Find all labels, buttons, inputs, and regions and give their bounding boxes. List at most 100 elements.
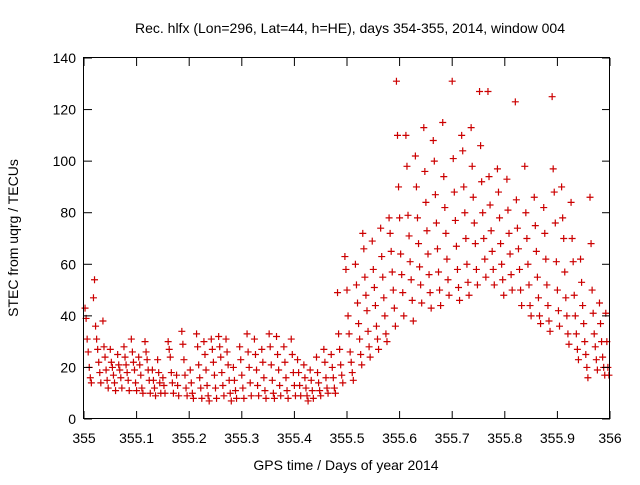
data-point (118, 384, 126, 392)
data-point (462, 235, 470, 242)
data-point (148, 366, 156, 374)
data-point (545, 317, 553, 325)
data-point (476, 88, 484, 96)
data-point (307, 376, 315, 384)
data-point (267, 361, 275, 369)
data-point (135, 353, 143, 361)
data-point (412, 183, 420, 191)
data-point (485, 173, 493, 181)
data-point (233, 394, 241, 402)
data-point (493, 165, 501, 173)
x-tick-label: 355.8 (487, 430, 522, 446)
data-point (578, 278, 586, 286)
data-point (592, 356, 600, 364)
data-point (200, 338, 208, 346)
data-point (109, 371, 117, 379)
data-point (479, 209, 487, 217)
data-point (288, 351, 296, 359)
data-point (331, 389, 339, 397)
y-axis: 0 20 40 60 80 100 120 140 (53, 50, 610, 427)
data-point (201, 351, 209, 359)
data-point (361, 273, 369, 281)
data-point (521, 162, 529, 170)
data-point (387, 247, 395, 255)
data-point (564, 330, 572, 338)
data-point (323, 384, 331, 392)
data-point (229, 363, 237, 371)
data-point (346, 348, 354, 356)
data-point (544, 302, 552, 310)
data-point (261, 387, 269, 395)
data-point (532, 247, 540, 255)
data-point (253, 366, 261, 374)
data-point (336, 345, 344, 353)
data-point (97, 379, 105, 387)
data-point (567, 198, 575, 206)
data-point (237, 356, 245, 364)
data-point (524, 260, 532, 268)
data-point (399, 289, 407, 297)
data-point (406, 258, 414, 266)
data-point (254, 381, 262, 389)
data-point (194, 343, 202, 351)
data-point (300, 361, 308, 369)
data-point (121, 353, 129, 361)
data-point (168, 379, 176, 387)
data-point (309, 394, 317, 402)
data-point (95, 358, 103, 366)
data-point (451, 216, 459, 224)
data-point (89, 294, 97, 302)
data-point (427, 304, 435, 312)
data-point (180, 356, 188, 364)
data-point (568, 235, 576, 242)
data-point (570, 291, 578, 299)
data-point (304, 397, 312, 405)
y-axis-label: STEC from uqrg / TECUs (5, 159, 21, 317)
data-point (198, 394, 206, 402)
data-point (108, 363, 116, 371)
data-point (314, 369, 322, 377)
data-point (588, 286, 596, 294)
data-point (405, 232, 413, 240)
data-point (324, 389, 332, 397)
data-point (489, 265, 497, 273)
data-point (152, 392, 160, 400)
data-point (468, 162, 476, 170)
data-point (383, 338, 391, 346)
data-point (591, 343, 599, 351)
data-point (577, 255, 585, 263)
data-point (338, 371, 346, 379)
data-point (381, 312, 389, 320)
data-point (404, 211, 412, 219)
data-point (136, 361, 144, 369)
data-point (569, 258, 577, 266)
data-point (137, 371, 145, 379)
data-point (183, 392, 191, 400)
data-point (344, 312, 352, 320)
data-point (565, 340, 573, 348)
data-point (584, 374, 592, 382)
data-point (212, 384, 219, 392)
data-point (149, 376, 157, 384)
data-point (537, 320, 545, 328)
data-point (220, 392, 228, 400)
data-point (150, 384, 158, 392)
data-point (531, 222, 539, 230)
data-point (541, 229, 549, 237)
data-point (84, 348, 92, 356)
data-point (540, 204, 548, 212)
data-point (471, 240, 479, 248)
data-point (196, 374, 204, 382)
data-point (329, 374, 337, 382)
data-point (459, 147, 467, 155)
data-point (224, 361, 232, 369)
data-point (533, 273, 541, 281)
data-point (579, 302, 587, 310)
data-point (388, 268, 396, 276)
data-point (582, 351, 590, 359)
x-tick-label: 355 (72, 430, 96, 446)
data-point (418, 299, 426, 307)
data-point (114, 351, 122, 359)
data-point (411, 152, 419, 160)
data-point (396, 214, 404, 222)
